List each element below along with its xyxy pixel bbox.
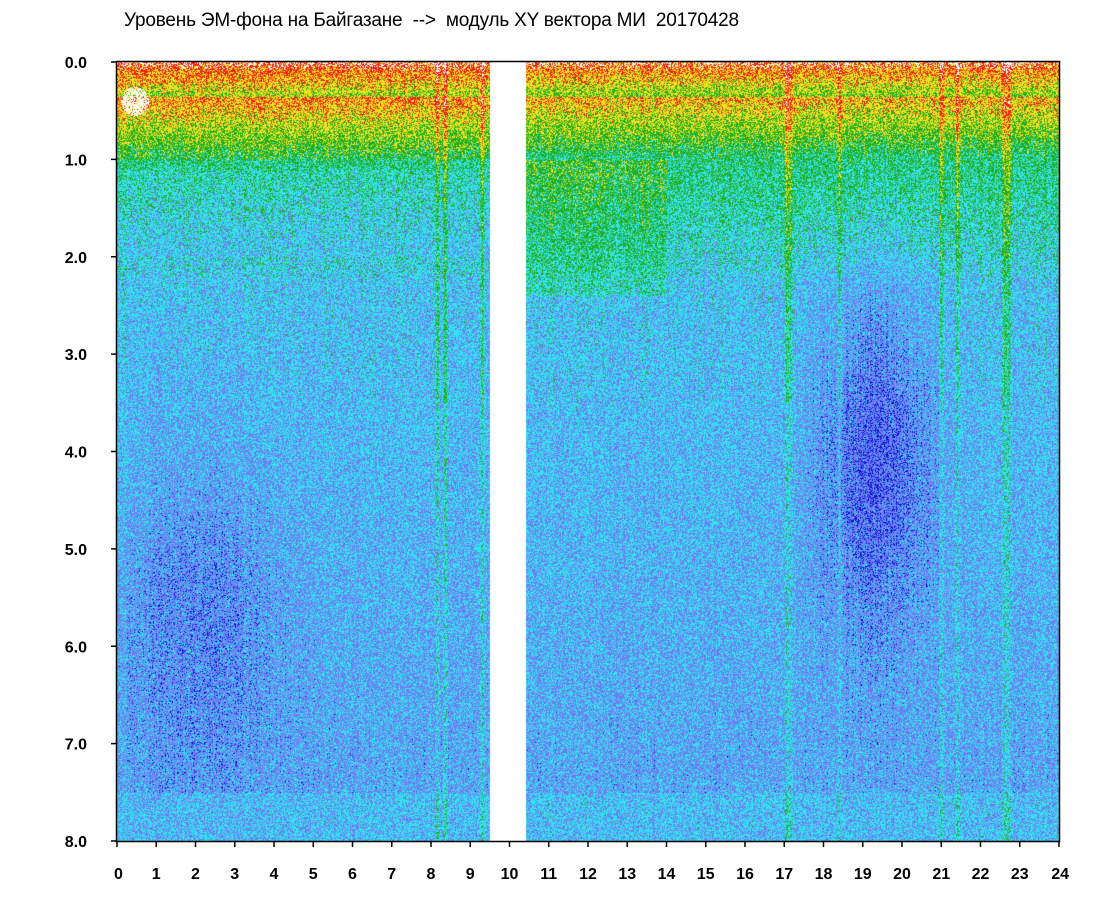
y-axis: 0.0 1.0 2.0 3.0 4.0 5.0 6.0 7.0 8.0	[65, 55, 117, 851]
x-tick-label: 17	[775, 866, 793, 883]
x-tick-label: 2	[191, 866, 200, 883]
x-tick-label: 5	[309, 866, 318, 883]
y-tick-label: 1.0	[65, 152, 87, 169]
heatmap-plot-area	[117, 62, 1059, 841]
x-tick-label: 24	[1051, 866, 1069, 883]
x-tick-label: 3	[230, 866, 239, 883]
x-tick-label: 11	[540, 866, 557, 883]
plot-border	[115, 60, 1061, 843]
plot-frame	[115, 60, 1061, 843]
y-tick-label: 8.0	[65, 834, 87, 851]
y-tick-label: 6.0	[65, 639, 87, 656]
x-tick-label: 6	[348, 866, 357, 883]
y-tick-label: 4.0	[65, 445, 87, 462]
x-tick-label: 4	[270, 866, 279, 883]
x-tick-label: 20	[893, 866, 911, 883]
x-tick-label: 22	[972, 866, 990, 883]
y-tick-label: 0.0	[65, 55, 87, 72]
x-tick-label: 1	[152, 866, 161, 883]
x-tick-label: 7	[387, 866, 396, 883]
x-tick-label: 23	[1011, 866, 1029, 883]
x-tick-label: 18	[815, 866, 833, 883]
x-tick-label: 12	[579, 866, 597, 883]
x-tick-label: 10	[501, 866, 519, 883]
x-tick-label: 13	[618, 866, 636, 883]
y-tick-label: 3.0	[65, 347, 87, 364]
x-tick-label: 19	[854, 866, 872, 883]
x-tick-label: 14	[658, 866, 676, 883]
x-tick-label: 21	[932, 866, 950, 883]
x-tick-label: 16	[736, 866, 754, 883]
chart-title: Уровень ЭМ-фона на Байгазане --> модуль …	[124, 10, 739, 31]
y-tick-label: 5.0	[65, 542, 87, 559]
x-tick-label: 9	[466, 866, 475, 883]
x-tick-label: 8	[427, 866, 436, 883]
y-tick-label: 2.0	[65, 250, 87, 267]
x-tick-label: 0	[114, 866, 123, 883]
x-tick-label: 15	[697, 866, 715, 883]
x-axis: 0 1 2 3 4 5 6 7 8 9 10 11 12 13 14 15 16 17 18 19 20 21 22 23 24	[114, 841, 1069, 883]
y-tick-label: 7.0	[65, 737, 87, 754]
